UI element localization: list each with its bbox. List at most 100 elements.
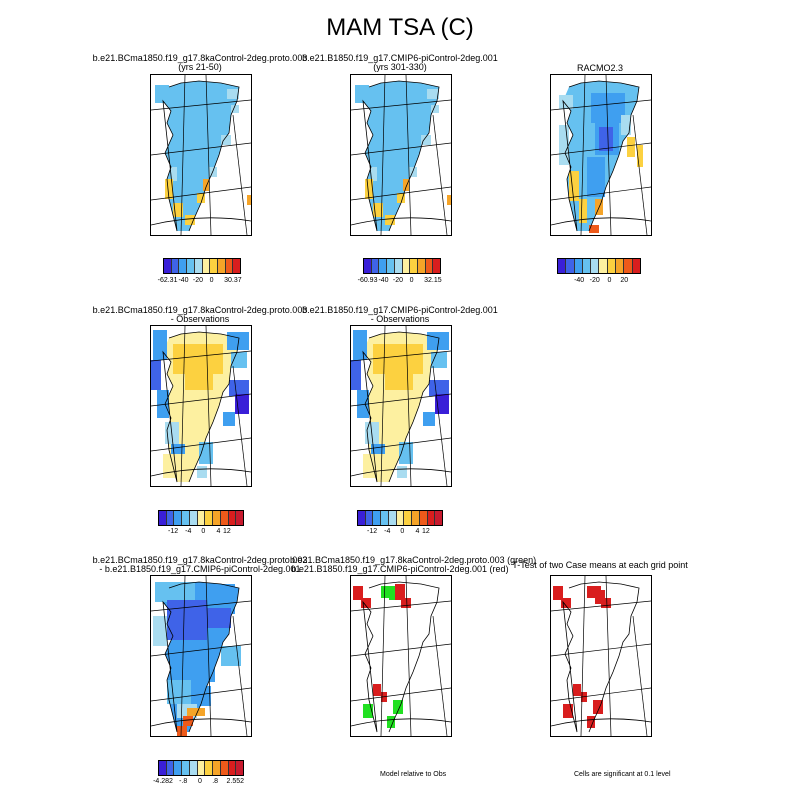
colorbar-swatch (182, 511, 190, 525)
colorbar-swatch (236, 511, 244, 525)
panel-5-title-line2: - Observations (370, 314, 430, 324)
map-cell (185, 370, 213, 390)
map-cell (153, 616, 167, 646)
graticule-line (351, 687, 451, 702)
colorbar-5 (357, 510, 443, 526)
colorbar-swatch (433, 259, 441, 273)
coastline (362, 581, 440, 733)
map-cell (409, 167, 417, 177)
graticule-line (151, 687, 251, 702)
map-cell (157, 390, 169, 418)
colorbar-2-label: -20 (392, 277, 404, 284)
graticule-line (351, 217, 451, 226)
colorbar-swatch (187, 259, 195, 273)
colorbar-5-label: -4 (384, 528, 391, 535)
graticule-line (551, 186, 651, 201)
colorbar-4-labels: -12 -4 0 4 12 (158, 528, 242, 537)
colorbar-swatch (220, 761, 229, 775)
graticule-line (351, 186, 451, 201)
colorbar-swatch (599, 259, 608, 273)
panel-4-title-line1: b.e21.BCma1850.f19_g17.8kaControl-2deg.p… (92, 305, 308, 315)
graticule-line (351, 350, 451, 362)
colorbar-swatch (427, 511, 436, 525)
panel-8-title: b.e21.BCma1850.f19_g17.8kaControl-2deg.p… (290, 556, 536, 574)
graticule-line (551, 142, 651, 156)
colorbar-swatch (197, 511, 206, 525)
graticule-line (180, 326, 186, 486)
map-cell (355, 85, 369, 103)
map-cell (371, 167, 377, 181)
colorbar-swatch (582, 259, 592, 273)
graticule-line (151, 217, 251, 226)
map-cell (203, 179, 209, 191)
colorbar-swatch (373, 511, 382, 525)
graticule-line (432, 365, 448, 486)
map-cell (429, 380, 449, 396)
map-cell (385, 370, 413, 390)
graticule-line (151, 142, 251, 156)
panel-2-title: b.e21.B1850.f19_g17.CMIP6-piControl-2deg… (290, 54, 510, 72)
map-cell (589, 225, 599, 233)
map-cell (421, 135, 431, 145)
colorbar-swatch (632, 259, 640, 273)
map-cell (171, 444, 185, 454)
colorbar-swatch (591, 259, 600, 273)
map-cell (373, 344, 423, 374)
graticule-line (151, 468, 251, 477)
colorbar-swatch (194, 259, 203, 273)
colorbar-1 (163, 258, 241, 274)
colorbar-swatch (189, 511, 198, 525)
graticule-line (551, 217, 651, 226)
graticule-line (551, 718, 651, 727)
coastline (162, 581, 240, 733)
map-cell (365, 179, 373, 199)
graticule-line (351, 99, 451, 111)
panel-4-title-line2: - Observations (170, 314, 230, 324)
map-cell (223, 412, 235, 426)
graticule-line (205, 576, 212, 736)
map-cell (155, 85, 169, 103)
colorbar-5-label: 4 (415, 528, 420, 535)
map-cell (361, 598, 371, 608)
colorbar-swatch (197, 761, 206, 775)
graticule-line (580, 75, 586, 235)
colorbar-swatch (365, 511, 374, 525)
map-cell (173, 344, 223, 374)
graticule-line (351, 600, 451, 612)
colorbar-3-label: -20 (589, 277, 600, 284)
map-panel-9 (550, 575, 652, 737)
graticule-line (632, 615, 648, 736)
panel-9-title: T-Test of two Case means at each grid po… (512, 560, 688, 570)
graticule-line (232, 114, 248, 235)
colorbar-swatch (228, 761, 237, 775)
colorbar-swatch (213, 511, 221, 525)
colorbar-swatch (189, 761, 198, 775)
colorbar-swatch (607, 259, 617, 273)
coastline (162, 331, 240, 483)
map-cell (553, 586, 563, 600)
graticule-line (380, 326, 386, 486)
graticule-line (151, 437, 251, 452)
map-cell (235, 394, 249, 414)
map-cell (221, 646, 241, 666)
map-panel-7 (150, 575, 252, 737)
colorbar-4-label: 12 (222, 528, 231, 535)
map-panel-4 (150, 325, 252, 487)
colorbar-swatch (381, 511, 389, 525)
panel-5-title: b.e21.B1850.f19_g17.CMIP6-piControl-2deg… (290, 306, 510, 324)
graticule-line (380, 576, 386, 736)
colorbar-7 (158, 760, 244, 776)
colorbar-2-labels: -60.93 -40 -20 0 32.15 (358, 277, 442, 286)
panel-1-title: b.e21.BCma1850.f19_g17.8kaControl-2deg.p… (90, 54, 310, 72)
colorbar-2 (363, 258, 441, 274)
colorbar-swatch (558, 259, 567, 273)
colorbar-swatch (179, 259, 188, 273)
graticule-line (205, 75, 212, 235)
map-panel-2 (350, 74, 452, 236)
graticule-line (605, 75, 612, 235)
graticule-line (551, 600, 651, 612)
colorbar-swatch (210, 259, 218, 273)
colorbar-swatch (213, 761, 221, 775)
map-cell (403, 179, 409, 191)
graticule-line (405, 576, 412, 736)
